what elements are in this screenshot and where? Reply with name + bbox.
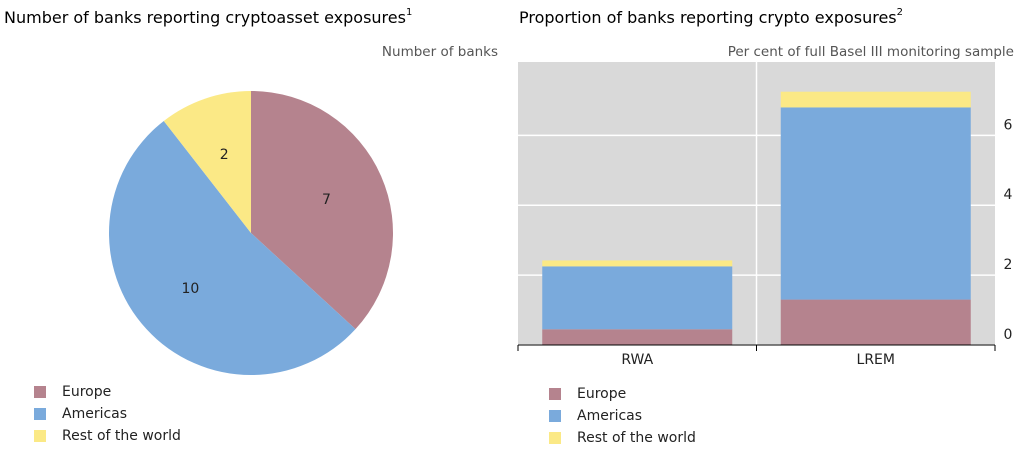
legend-swatch	[34, 386, 46, 398]
bar-segment	[542, 260, 733, 267]
legend-label: Europe	[62, 384, 111, 400]
data-label: 10	[181, 281, 199, 297]
bar-segment	[542, 266, 733, 330]
y-tick-label: 4	[1004, 187, 1013, 203]
title-text: Number of banks reporting cryptoasset ex…	[4, 8, 406, 27]
pie-slice	[251, 91, 394, 330]
bar-segment	[780, 299, 971, 345]
bar-segment	[542, 329, 733, 345]
subtitle: Per cent of full Basel III monitoring sa…	[728, 44, 1014, 60]
legend-swatch	[549, 410, 561, 422]
legend-swatch	[549, 432, 561, 444]
bar-segment	[780, 91, 971, 108]
y-tick-label: 2	[1004, 257, 1013, 273]
subtitle: Number of banks	[382, 44, 498, 60]
y-tick-label: 0	[1004, 327, 1013, 343]
x-tick-label: LREM	[857, 352, 895, 368]
legend-label: Americas	[62, 406, 127, 422]
legend-swatch	[549, 388, 561, 400]
y-tick-label: 6	[1004, 117, 1013, 133]
legend-swatch	[34, 408, 46, 420]
data-label: 7	[322, 192, 331, 208]
legend-label: Americas	[577, 408, 642, 424]
x-tick-label: RWA	[621, 352, 653, 368]
data-label: 2	[220, 147, 229, 163]
legend-label: Rest of the world	[577, 430, 696, 446]
bar-segment	[780, 107, 971, 300]
chart-title: Proportion of banks reporting crypto exp…	[519, 7, 903, 27]
title-note: 2	[897, 7, 903, 18]
legend-label: Rest of the world	[62, 428, 181, 444]
legend-label: Europe	[577, 386, 626, 402]
pie-slice	[163, 91, 251, 233]
chart-title: Number of banks reporting cryptoasset ex…	[4, 7, 412, 27]
title-text: Proportion of banks reporting crypto exp…	[519, 8, 897, 27]
pie-slice	[108, 120, 356, 376]
title-note: 1	[406, 7, 412, 18]
legend-swatch	[34, 430, 46, 442]
